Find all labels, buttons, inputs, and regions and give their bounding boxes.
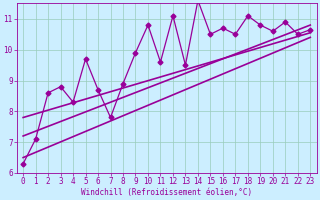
X-axis label: Windchill (Refroidissement éolien,°C): Windchill (Refroidissement éolien,°C)	[81, 188, 252, 197]
